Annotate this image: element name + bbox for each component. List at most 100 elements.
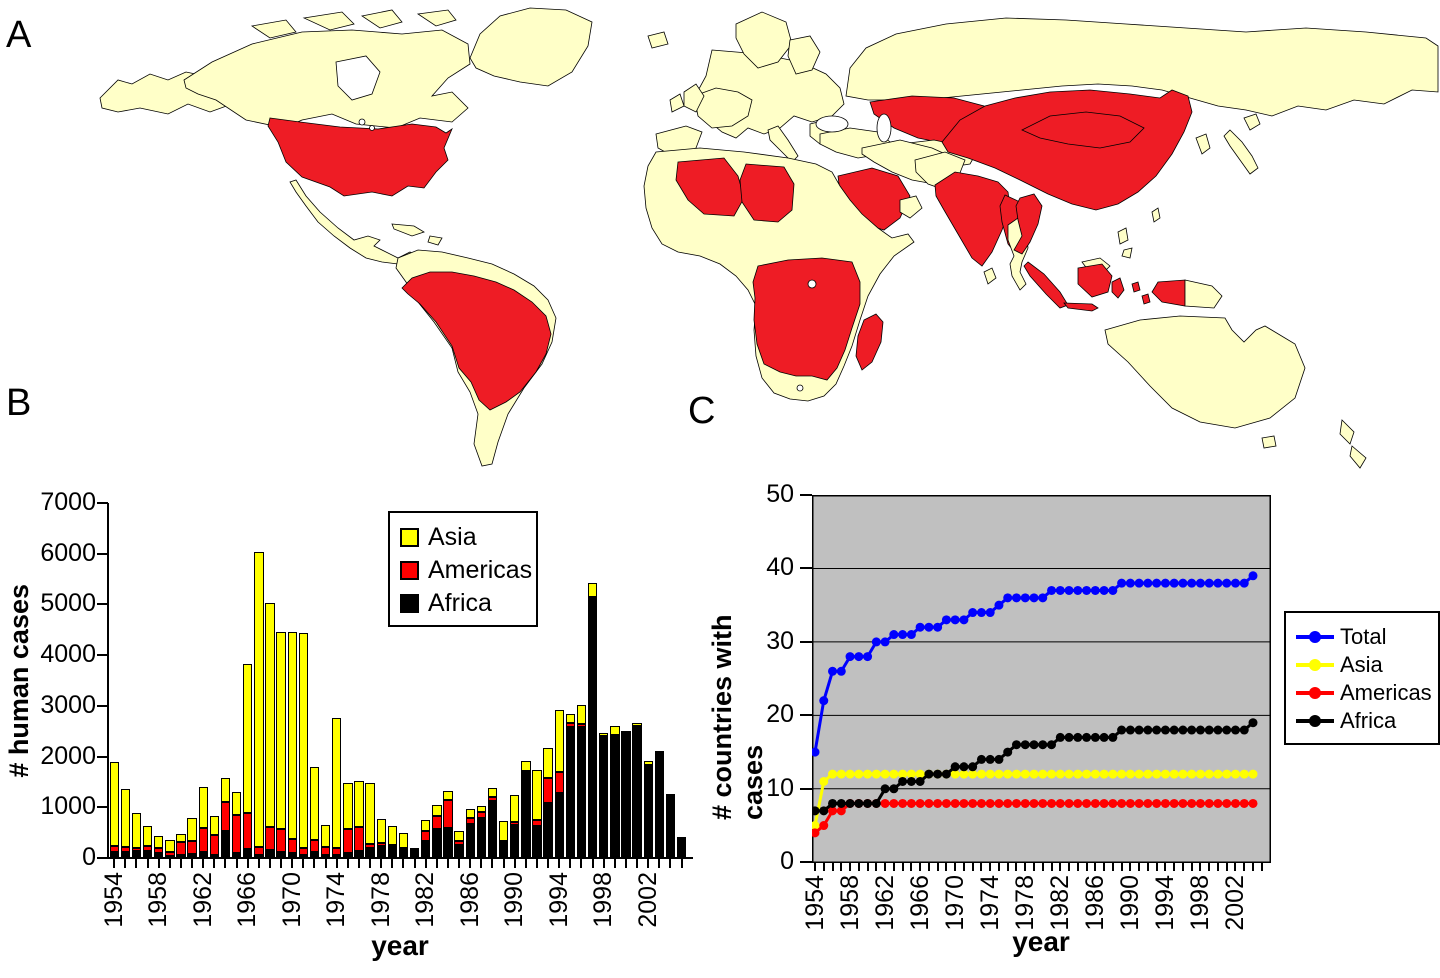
series-point-asia <box>1239 769 1249 779</box>
series-point-asia <box>1011 769 1021 779</box>
c-y-tick <box>800 861 812 863</box>
series-point-americas <box>1178 798 1188 808</box>
bar-segment-americas <box>376 843 386 847</box>
b-x-tick <box>357 858 360 868</box>
bar-segment-americas <box>276 829 286 853</box>
map-great-lakes <box>369 125 375 131</box>
series-point-total <box>1239 578 1249 588</box>
series-point-americas <box>1047 798 1057 808</box>
bar-segment-americas <box>543 778 553 804</box>
b-x-tick <box>469 858 472 868</box>
asia-line-swatch <box>1296 659 1334 671</box>
series-point-americas <box>1204 798 1214 808</box>
series-point-total <box>828 666 838 676</box>
series-point-total <box>889 630 899 640</box>
series-point-americas <box>1248 798 1258 808</box>
legend-label-africa: Africa <box>428 589 492 617</box>
total-line-swatch <box>1296 631 1334 643</box>
bar-segment-africa <box>654 750 665 858</box>
b-x-tick <box>335 858 338 868</box>
bar-segment-americas <box>365 843 375 849</box>
series-point-africa <box>1020 740 1030 750</box>
map-region-japan <box>1223 129 1259 175</box>
b-y-tick-label: 6000 <box>40 538 96 567</box>
b-y-tick-label: 1000 <box>40 792 96 821</box>
series-point-africa <box>976 754 986 764</box>
bar-segment-africa <box>599 735 609 858</box>
series-point-africa <box>994 754 1004 764</box>
c-x-tick <box>1068 862 1071 871</box>
series-point-total <box>854 652 864 662</box>
map-region-russia <box>845 17 1439 117</box>
map-region-korea <box>1195 133 1211 155</box>
series-point-asia <box>1064 769 1074 779</box>
series-point-africa <box>1230 725 1240 735</box>
b-x-tick <box>291 858 294 868</box>
c-y-axis-title: # countries with cases <box>707 614 768 820</box>
series-point-asia <box>1134 769 1144 779</box>
bar-segment-americas <box>198 828 208 853</box>
c-x-tick <box>910 862 913 871</box>
bar-segment-africa <box>320 854 331 858</box>
series-point-asia <box>1169 769 1179 779</box>
series-point-africa <box>1178 725 1188 735</box>
series-point-total <box>1134 578 1144 588</box>
bar-segment-americas <box>287 839 297 853</box>
bar-segment-americas <box>254 847 264 855</box>
bar-segment-americas <box>187 840 197 855</box>
c-x-tick <box>1138 862 1141 871</box>
series-point-americas <box>812 828 820 838</box>
c-x-tick <box>901 862 904 871</box>
series-point-africa <box>1117 725 1127 735</box>
c-x-tick <box>1190 862 1193 871</box>
series-point-americas <box>1160 798 1170 808</box>
bar-segment-africa <box>398 850 409 858</box>
bar-segment-americas <box>120 846 131 853</box>
c-x-tick <box>1050 862 1053 871</box>
b-x-tick <box>624 858 627 868</box>
c-x-tick <box>1111 862 1114 871</box>
b-x-tick <box>602 858 605 868</box>
legend-label-americas: Americas <box>1340 680 1432 705</box>
series-point-total <box>1090 585 1100 595</box>
series-point-total <box>1248 571 1258 581</box>
b-y-axis-title: # human cases <box>3 583 34 778</box>
series-point-africa <box>950 762 960 772</box>
map-region-madagascar <box>855 313 884 371</box>
series-point-total <box>959 615 969 625</box>
series-point-americas <box>1108 798 1118 808</box>
b-x-tick <box>680 858 683 868</box>
series-point-africa <box>915 776 925 786</box>
series-point-americas <box>1082 798 1092 808</box>
series-point-americas <box>1117 798 1127 808</box>
b-x-tick <box>313 858 316 868</box>
series-point-asia <box>871 769 881 779</box>
b-y-tick-label: 3000 <box>40 690 96 719</box>
bar-segment-africa <box>354 850 364 858</box>
map-region-philippines <box>1117 227 1129 245</box>
series-point-total <box>1187 578 1197 588</box>
africa-line-swatch <box>1296 715 1334 727</box>
panel-a-label: A <box>6 14 32 56</box>
series-point-asia <box>1047 769 1057 779</box>
b-x-tick-label: 1970 <box>277 872 306 928</box>
series-point-africa <box>1187 725 1197 735</box>
series-point-asia <box>1003 769 1013 779</box>
bar-segment-africa <box>476 818 487 858</box>
c-x-tick <box>1260 862 1263 871</box>
series-point-africa <box>1204 725 1214 735</box>
b-x-tick <box>146 858 149 868</box>
bar-segment-africa <box>165 855 175 858</box>
bar-segment-americas <box>521 771 531 774</box>
series-point-africa <box>1064 732 1074 742</box>
bar-segment-asia <box>309 767 320 840</box>
series-point-asia <box>1082 769 1092 779</box>
bar-segment-americas <box>343 829 353 853</box>
series-point-total <box>941 615 951 625</box>
bar-segment-africa <box>421 840 431 858</box>
series-point-total <box>1082 585 1092 595</box>
series-point-total <box>1029 593 1039 603</box>
bar-segment-africa <box>365 848 375 858</box>
c-x-tick <box>1006 862 1009 871</box>
b-x-tick <box>391 858 394 868</box>
